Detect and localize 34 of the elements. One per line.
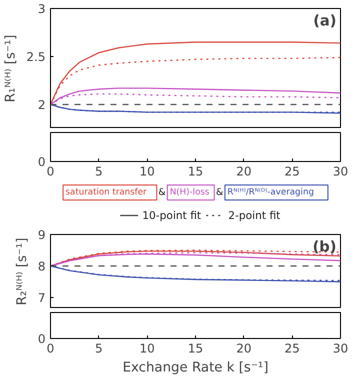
y-tick-label: 2: [38, 98, 46, 112]
text: 0: [38, 155, 46, 169]
x-tick-label: 10: [140, 342, 155, 356]
x-tick-label: 0: [46, 342, 54, 356]
x-tick-label: 15: [188, 342, 204, 356]
x-tick-label: 5: [95, 342, 103, 356]
text: &: [158, 187, 166, 198]
text: Rᴺ⁽ᴴ⁾/Rᴺ⁽ᴰ⁾-averaging: [227, 188, 314, 198]
x-tick-label: 30: [332, 342, 348, 356]
x-tick-label: 25: [284, 342, 300, 356]
text: 0: [38, 332, 46, 346]
x-axis-title: Exchange Rate k [s⁻¹]: [122, 360, 268, 376]
y-tick-label: 7: [38, 290, 46, 305]
text: 2-point fit: [228, 209, 280, 222]
text: 10-point fit: [142, 209, 202, 222]
x-tick-label: 25: [284, 164, 300, 178]
x-tick-label: 30: [332, 164, 348, 178]
annotation: (a): [313, 12, 337, 30]
text: &: [216, 187, 224, 198]
y-tick-label: 3: [38, 2, 46, 16]
y-tick-label: 8: [38, 259, 46, 274]
x-tick-label: 20: [236, 164, 252, 178]
y-axis-title: R₁ᴺ⁽ᴴ⁾ [s⁻¹]: [3, 34, 18, 102]
x-tick-label: 10: [140, 164, 155, 178]
x-tick-label: 20: [236, 342, 252, 356]
text: N(H)-loss: [170, 188, 210, 198]
annotation: (b): [312, 238, 337, 256]
x-tick-label: 0: [46, 164, 54, 178]
y-tick-label: 9: [38, 228, 46, 242]
text: saturation transfer: [66, 188, 148, 198]
y-tick-label: 2.5: [26, 50, 46, 64]
y-axis-title: R₂ᴺ⁽ᴴ⁾ [s⁻¹]: [14, 238, 30, 306]
x-tick-label: 15: [188, 164, 204, 178]
x-tick-label: 5: [95, 164, 103, 178]
